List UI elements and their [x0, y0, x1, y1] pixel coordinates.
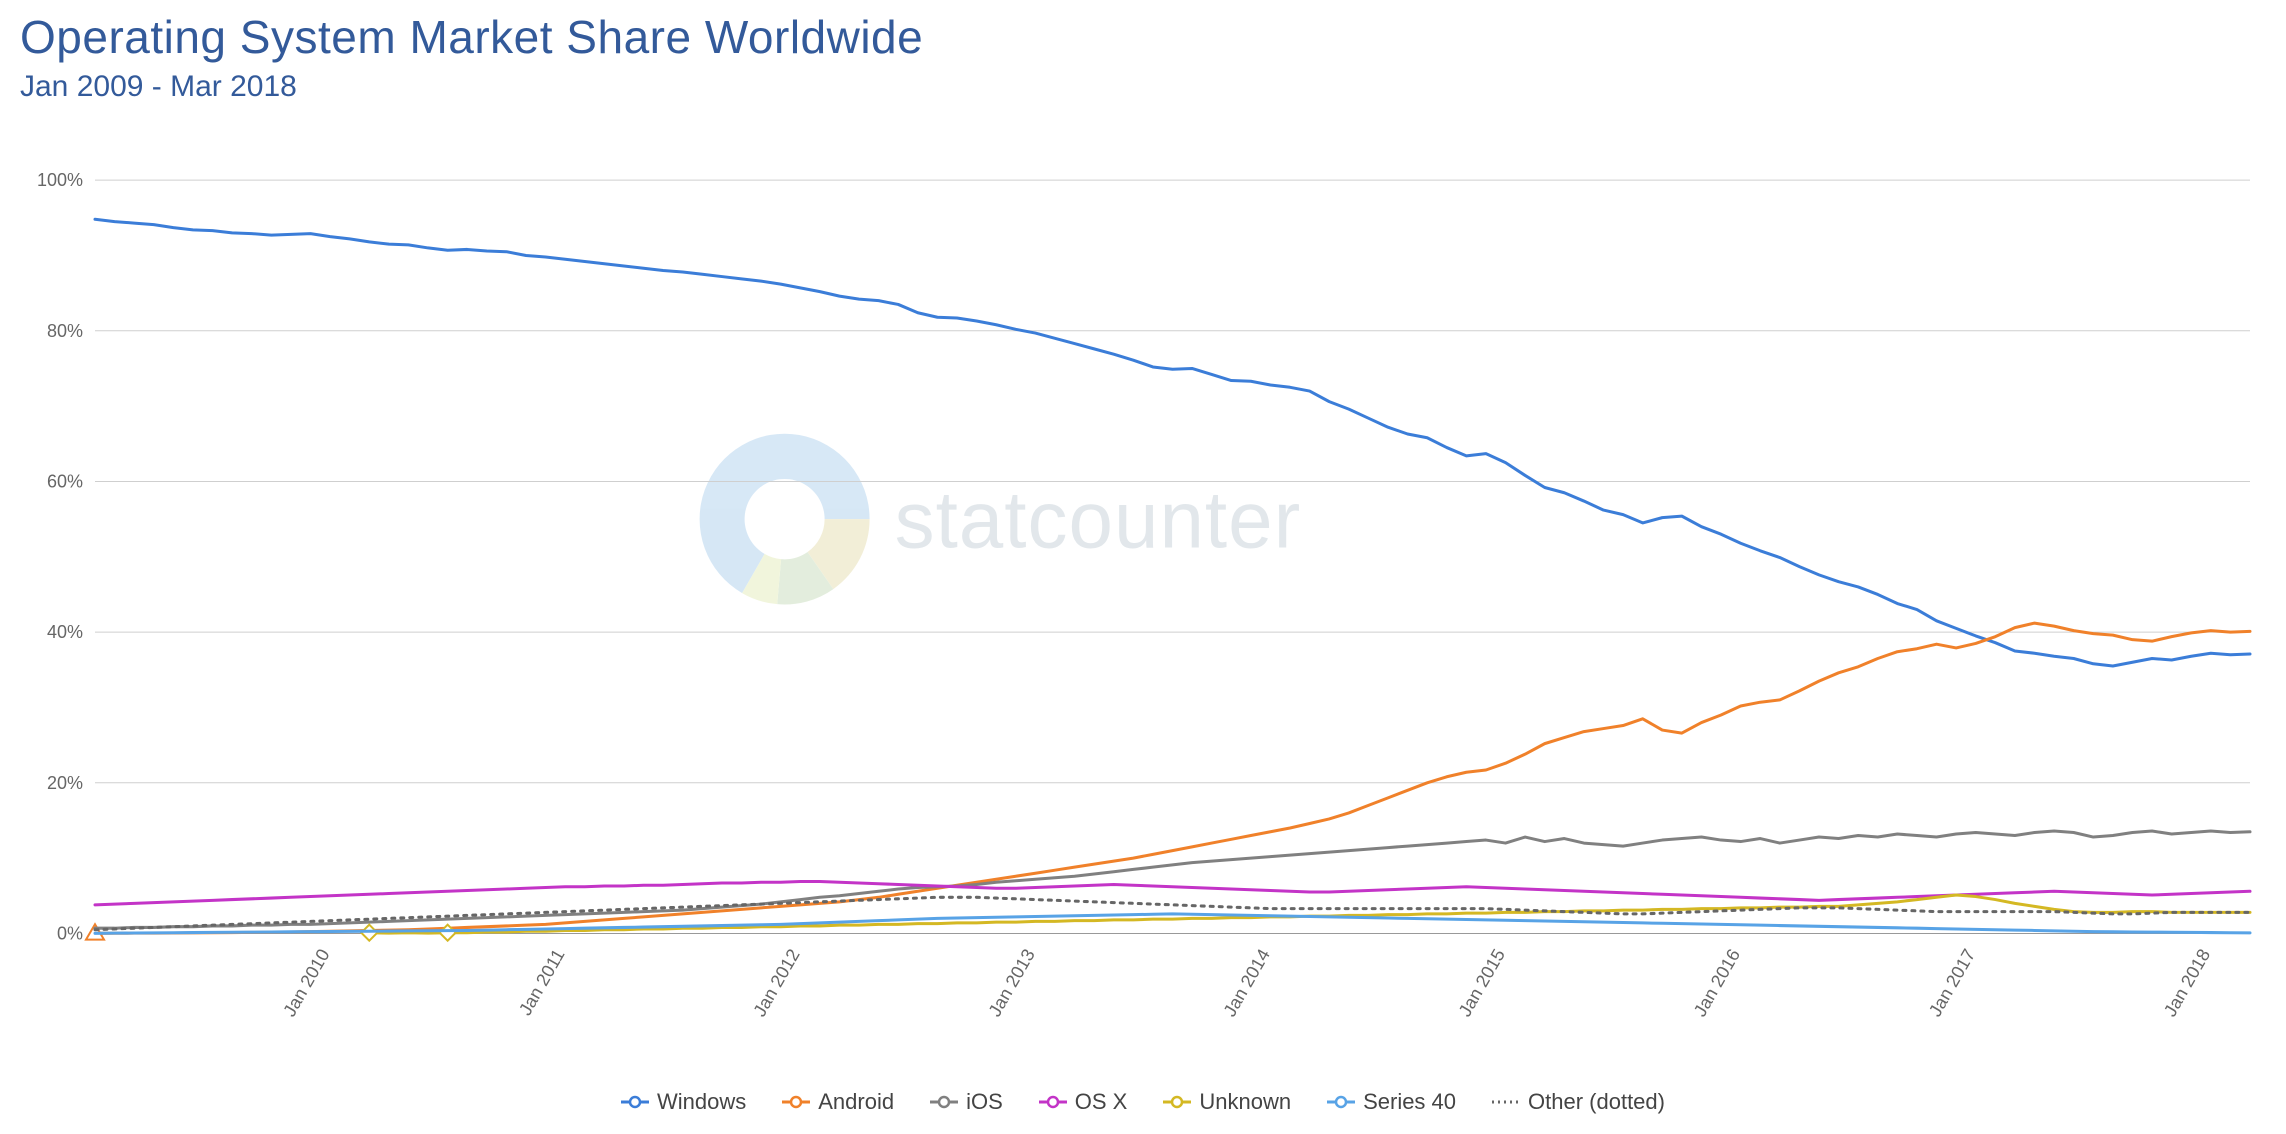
- svg-text:Jan 2010: Jan 2010: [279, 946, 333, 1020]
- legend-item-os-x[interactable]: OS X: [1039, 1089, 1128, 1115]
- legend-item-ios[interactable]: iOS: [930, 1089, 1003, 1115]
- legend-item-series-40[interactable]: Series 40: [1327, 1089, 1456, 1115]
- legend-swatch: [782, 1094, 810, 1110]
- legend-item-android[interactable]: Android: [782, 1089, 894, 1115]
- svg-text:Jan 2015: Jan 2015: [1455, 946, 1509, 1020]
- line-chart: statcounter 0% 20% 40% 60% 80% 100% Jan 2010 Jan…: [20, 150, 2266, 1054]
- legend-item-windows[interactable]: Windows: [621, 1089, 746, 1115]
- svg-text:100%: 100%: [37, 170, 83, 190]
- chart-subtitle: Jan 2009 - Mar 2018: [20, 70, 2266, 104]
- svg-text:40%: 40%: [47, 622, 83, 642]
- svg-text:Jan 2012: Jan 2012: [749, 946, 803, 1020]
- legend: Windows Android iOS OS X Unknown Series 40 Oth…: [0, 1089, 2286, 1116]
- legend-label: Android: [818, 1089, 894, 1115]
- svg-text:statcounter: statcounter: [895, 474, 1302, 564]
- chart-area: statcounter 0% 20% 40% 60% 80% 100% Jan 2010 Jan…: [20, 150, 2266, 1054]
- chart-title: Operating System Market Share Worldwide: [20, 10, 2266, 64]
- svg-text:80%: 80%: [47, 321, 83, 341]
- svg-text:Jan 2016: Jan 2016: [1690, 946, 1744, 1020]
- svg-text:Jan 2011: Jan 2011: [515, 946, 569, 1019]
- svg-text:60%: 60%: [47, 471, 83, 491]
- legend-label: Other (dotted): [1528, 1089, 1665, 1115]
- legend-item-unknown[interactable]: Unknown: [1163, 1089, 1291, 1115]
- svg-text:Jan 2017: Jan 2017: [1925, 946, 1979, 1020]
- legend-swatch: [1163, 1094, 1191, 1110]
- legend-swatch: [1492, 1094, 1520, 1110]
- legend-label: Series 40: [1363, 1089, 1456, 1115]
- legend-label: Windows: [657, 1089, 746, 1115]
- legend-label: iOS: [966, 1089, 1003, 1115]
- svg-text:20%: 20%: [47, 773, 83, 793]
- svg-text:Jan 2013: Jan 2013: [985, 946, 1039, 1020]
- legend-swatch: [1327, 1094, 1355, 1110]
- legend-label: Unknown: [1199, 1089, 1291, 1115]
- svg-text:0%: 0%: [57, 923, 83, 943]
- legend-swatch: [930, 1094, 958, 1110]
- legend-item-other-dotted-[interactable]: Other (dotted): [1492, 1089, 1665, 1115]
- svg-text:Jan 2018: Jan 2018: [2160, 946, 2214, 1020]
- legend-swatch: [621, 1094, 649, 1110]
- svg-text:Jan 2014: Jan 2014: [1220, 946, 1274, 1020]
- legend-label: OS X: [1075, 1089, 1128, 1115]
- legend-swatch: [1039, 1094, 1067, 1110]
